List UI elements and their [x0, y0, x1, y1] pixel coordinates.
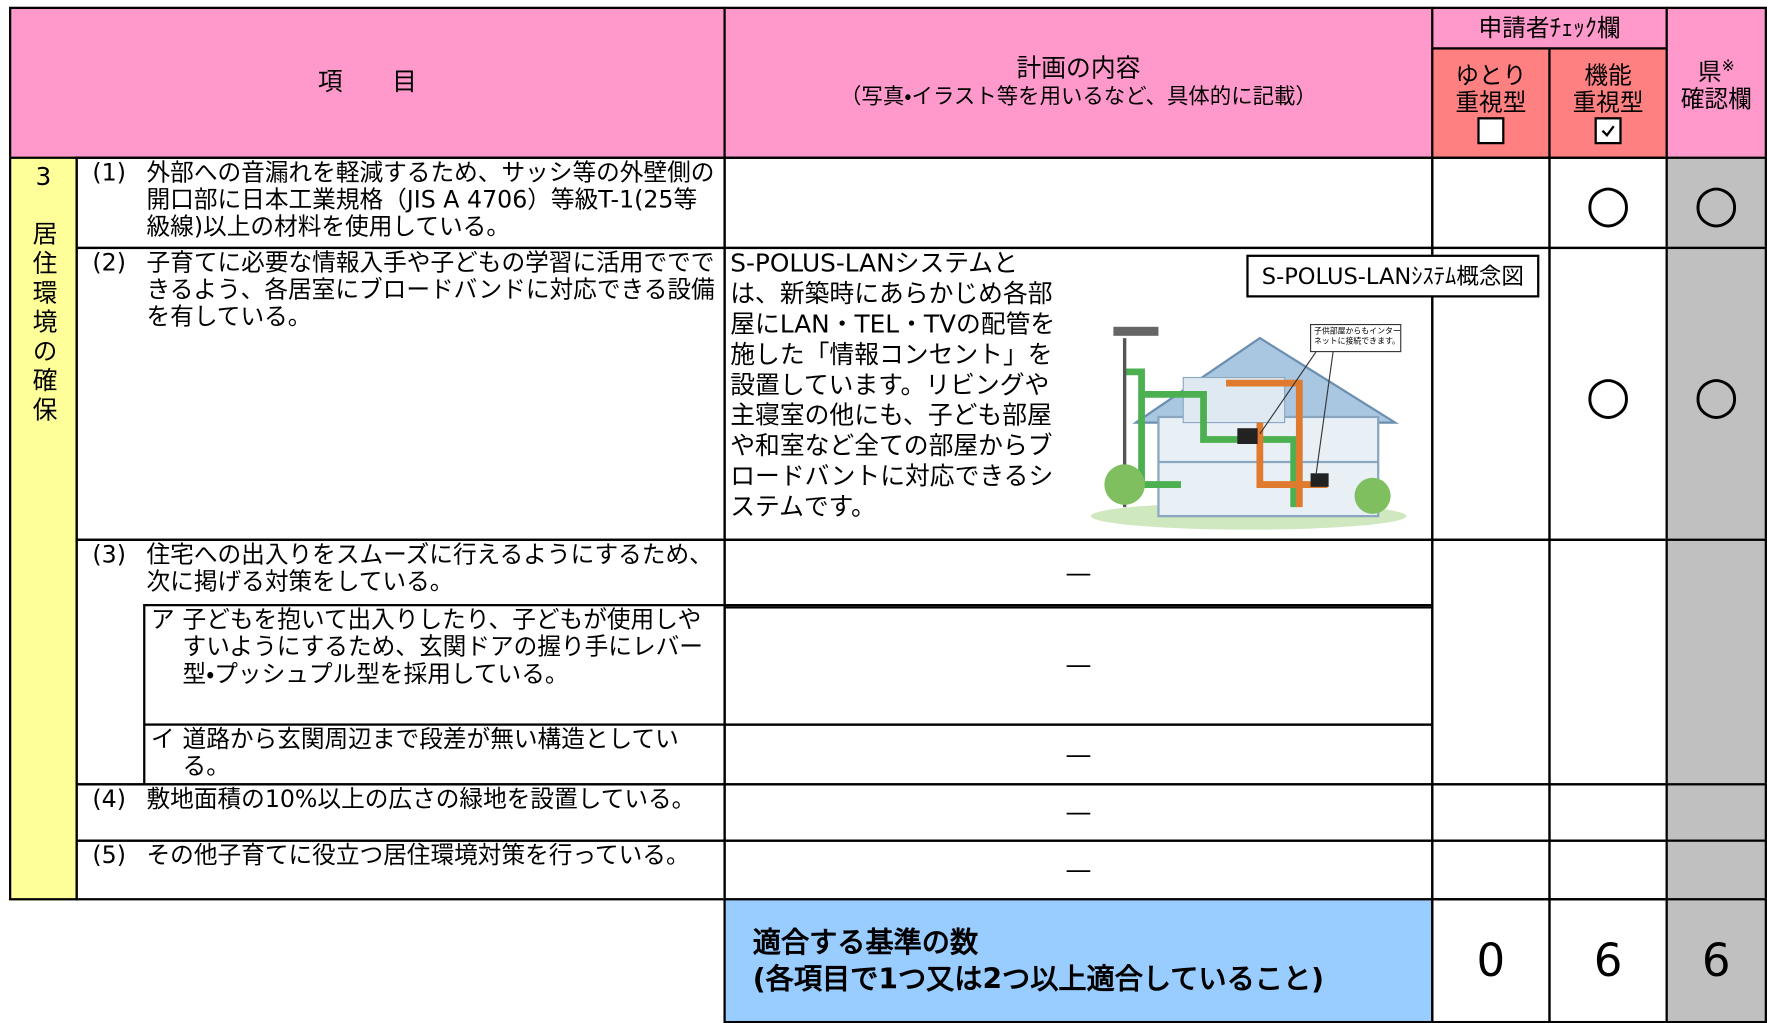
check-cell: ○ — [1665, 156, 1767, 250]
figure-caption: S-POLUS-LANｼｽﾃﾑ概念図 — [1246, 254, 1540, 298]
plan-text: S-POLUS-LANシステムとは、新築時にあらかじめ各部屋にLAN・TEL・T… — [730, 250, 1056, 522]
header-plan: 計画の内容 （写真・イラスト等を用いるなど、具体的に記載） — [723, 6, 1434, 159]
item-label: (1) — [92, 158, 126, 186]
check-cell — [1548, 839, 1668, 901]
checkbox — [1594, 116, 1622, 144]
plan-cell — [723, 156, 1434, 250]
subitem-cell — [143, 604, 726, 726]
plan-cell: ― — [723, 839, 1434, 901]
plan-cell: ― — [723, 783, 1434, 842]
subitem-cell — [143, 723, 726, 786]
header-prefecture-line: 県※ — [1697, 53, 1735, 86]
header-prefecture-text: 県 — [1697, 58, 1722, 86]
summary-prefecture: 6 — [1665, 898, 1767, 1023]
header-plan-text: 計画の内容 — [1016, 54, 1141, 83]
plan-cell: ― — [723, 604, 1434, 726]
check-cell — [1548, 783, 1668, 842]
summary-kinou: 6 — [1548, 898, 1668, 1023]
header-prefecture-text: ※ — [1721, 57, 1735, 76]
header-kinou: 機能 重視型 — [1548, 47, 1668, 159]
header-plan-text: （写真・イラスト等を用いるなど、具体的に記載） — [840, 83, 1317, 109]
item-label: (5) — [92, 841, 126, 869]
check-cell — [1431, 783, 1551, 842]
check-cell: ○ — [1548, 156, 1668, 250]
header-type-text: 機能 重視型 — [1572, 61, 1644, 116]
check-cell — [1665, 538, 1767, 786]
header-applicant-check: 申請者ﾁｪｯｸ欄 — [1431, 6, 1668, 50]
item-label: (4) — [92, 785, 126, 813]
check-cell — [1665, 839, 1767, 901]
item-text: 外部への音漏れを軽減するため、サッシ等の外壁側の開口部に日本工業規格（JIS A… — [146, 158, 715, 241]
check-cell — [1431, 538, 1551, 786]
header-type-text: ゆとり 重視型 — [1455, 61, 1527, 116]
house-illustration — [1090, 323, 1407, 530]
header-item: 項 目 — [9, 6, 726, 159]
item-text: 子育てに必要な情報入手や子どもの学習に活用ででできるよう、各居室にブロードバンド… — [146, 249, 715, 331]
section-cell — [9, 156, 78, 901]
summary-label: 適合する基準の数 (各項目で1つ又は2つ以上適合していること) — [723, 898, 1434, 1023]
check-cell — [1665, 783, 1767, 842]
check-cell — [1548, 538, 1668, 786]
check-cell: ○ — [1665, 246, 1767, 541]
item-label: (3) — [92, 540, 126, 568]
header-prefecture: 県※ 確認欄 — [1665, 6, 1767, 159]
check-cell — [1431, 839, 1551, 901]
check-cell: ○ — [1548, 246, 1668, 541]
plan-cell: ― — [723, 538, 1434, 609]
header-yutori: ゆとり 重視型 — [1431, 47, 1551, 159]
header-prefecture-check: 確認欄 — [1680, 85, 1752, 113]
section-title: 居住環境の確保 — [28, 220, 57, 426]
item-text: 住宅への出入りをスムーズに行えるようにするため、次に掲げる対策をしている。 — [146, 540, 713, 596]
item-label: (2) — [92, 249, 126, 277]
figure-callout: 子供部屋からもインターネットに接続できます。 — [1313, 326, 1401, 346]
subitem-label: イ — [151, 725, 175, 753]
plan-cell: ― — [723, 723, 1434, 786]
subitem-label: ア — [151, 606, 175, 634]
section-number: 3 — [35, 163, 52, 192]
item-text: 敷地面積の10%以上の広さの緑地を設置している。 — [146, 785, 696, 813]
check-cell — [1431, 156, 1551, 250]
summary-yutori: 0 — [1431, 898, 1551, 1023]
subitem-text: 子どもを抱いて出入りしたり、子どもが使用しやすいようにするため、玄関ドアの握り手… — [182, 606, 703, 688]
subitem-text: 道路から玄関周辺まで段差が無い構造としている。 — [182, 725, 679, 780]
item-text: その他子育てに役立つ居住環境対策を行っている。 — [146, 841, 690, 869]
checkbox — [1477, 116, 1505, 144]
